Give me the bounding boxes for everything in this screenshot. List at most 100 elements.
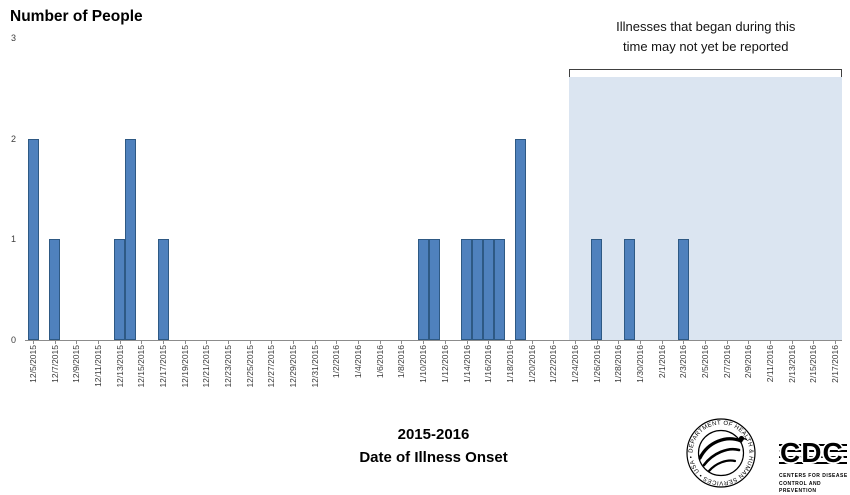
x-axis-label: 12/29/2015 <box>288 345 299 407</box>
x-axis-label: 12/13/2015 <box>114 345 125 407</box>
x-axis-label-text: 2/7/2016 <box>721 345 732 379</box>
x-axis-label-text: 1/10/2016 <box>418 345 429 383</box>
x-axis-label-text: 1/18/2016 <box>504 345 515 383</box>
x-axis-label-text: 1/26/2016 <box>591 345 602 383</box>
cdc-caption-line-1: CENTERS FOR DISEASE <box>779 473 848 479</box>
x-axis-label: 12/11/2015 <box>93 345 103 407</box>
x-axis-label-text: 12/7/2015 <box>49 345 60 383</box>
bar-1/15/2016 <box>471 239 483 340</box>
x-axis-label-text: 12/29/2015 <box>288 345 299 388</box>
unreported-annotation: Illnesses that began during this time ma… <box>569 17 842 57</box>
bar-1/29/2016 <box>623 239 635 340</box>
x-axis-label: 1/18/2016 <box>504 345 515 407</box>
x-axis-label-text: 1/4/2016 <box>353 345 364 379</box>
unreported-period-region <box>569 77 842 340</box>
x-axis-label: 1/8/2016 <box>396 345 407 407</box>
x-axis-title: Date of Illness Onset <box>359 449 508 466</box>
bracket-left-tick <box>569 69 571 77</box>
x-axis-label-text: 2/1/2016 <box>656 345 667 379</box>
x-axis-tick <box>748 340 750 344</box>
x-axis-label: 1/30/2016 <box>634 345 645 407</box>
x-axis-tick <box>618 340 620 344</box>
x-axis-label: 12/23/2015 <box>223 345 233 407</box>
x-axis-tick <box>791 340 793 344</box>
x-axis-tick <box>704 340 706 344</box>
x-axis-label: 1/16/2016 <box>483 345 494 407</box>
x-axis-tick <box>163 340 165 344</box>
x-axis-tick <box>683 340 685 344</box>
bar-1/10/2016 <box>417 239 429 340</box>
x-axis-label: 12/27/2015 <box>266 345 277 407</box>
x-axis-label-text: 12/13/2015 <box>114 345 125 388</box>
x-axis-tick <box>141 340 143 344</box>
x-axis-label: 2/15/2016 <box>808 345 818 407</box>
bar-1/19/2016 <box>515 138 527 340</box>
bar-2/3/2016 <box>677 239 689 340</box>
x-axis-label-text: 12/31/2015 <box>309 345 320 388</box>
x-axis-label: 12/7/2015 <box>49 345 60 407</box>
x-axis-label: 1/22/2016 <box>548 345 558 407</box>
x-axis-tick <box>184 340 186 344</box>
y-axis-label: 2 <box>10 133 16 144</box>
x-axis-label-text: 1/30/2016 <box>634 345 645 383</box>
x-axis-tick <box>98 340 100 344</box>
cdc-flag-stripes-icon <box>779 444 847 467</box>
bar-12/17/2015 <box>157 239 169 340</box>
x-axis-label-text: 1/20/2016 <box>526 345 537 383</box>
x-axis-label: 2/17/2016 <box>830 345 840 407</box>
annotation-line-2: time may not yet be reported <box>622 39 789 55</box>
x-axis-label: 1/4/2016 <box>353 345 364 407</box>
x-axis-label-text: 2/5/2016 <box>699 345 710 379</box>
x-axis-tick <box>358 340 360 344</box>
x-axis-label-text: 2/11/2016 <box>764 345 775 383</box>
x-axis-label: 1/2/2016 <box>331 345 342 407</box>
x-axis-tick <box>271 340 273 344</box>
x-axis-tick <box>639 340 641 344</box>
x-axis-tick <box>596 340 598 344</box>
x-axis-tick <box>726 340 728 344</box>
x-axis-label: 12/5/2015 <box>28 345 38 407</box>
x-axis-label-text: 12/21/2015 <box>201 345 212 388</box>
x-axis-label-text: 12/27/2015 <box>266 345 277 388</box>
x-axis-tick <box>379 340 381 344</box>
x-axis-label-text: 1/14/2016 <box>461 345 472 383</box>
x-axis-tick <box>661 340 663 344</box>
x-axis-label-text: 1/16/2016 <box>483 345 494 383</box>
cdc-caption-line-2: CONTROL AND PREVENTION <box>779 480 822 495</box>
x-axis-label-text: 2/13/2016 <box>786 345 797 383</box>
x-axis-label-text: 2/17/2016 <box>830 345 840 383</box>
bar-1/16/2016 <box>482 239 494 340</box>
x-axis-tick <box>206 340 208 344</box>
x-axis-label: 12/25/2015 <box>245 345 255 407</box>
x-axis-label: 2/11/2016 <box>764 345 775 407</box>
x-axis-label: 1/10/2016 <box>418 345 429 407</box>
x-axis-label-text: 12/9/2015 <box>71 345 82 383</box>
x-axis-tick <box>249 340 251 344</box>
annotation-line-1: Illnesses that began during this <box>616 19 796 34</box>
x-axis-tick <box>423 340 425 344</box>
x-axis-tick <box>228 340 230 344</box>
bar-12/7/2015 <box>49 239 61 340</box>
x-axis-label-text: 1/6/2016 <box>374 345 385 379</box>
x-axis-label-text: 12/5/2015 <box>28 345 38 383</box>
x-axis-label-text: 1/2/2016 <box>331 345 342 379</box>
bar-1/11/2016 <box>428 239 440 340</box>
x-axis-label: 1/12/2016 <box>440 345 450 407</box>
x-axis-label: 2/5/2016 <box>699 345 710 407</box>
x-axis-label: 1/24/2016 <box>570 345 580 407</box>
x-axis-label: 12/15/2015 <box>136 345 146 407</box>
x-axis-tick <box>531 340 533 344</box>
x-axis-tick <box>76 340 78 344</box>
bar-12/13/2015 <box>114 239 126 340</box>
x-axis-tick <box>314 340 316 344</box>
x-axis-label-text: 12/17/2015 <box>158 345 169 388</box>
x-axis-tick <box>835 340 836 344</box>
x-axis-label-text: 1/8/2016 <box>396 345 407 379</box>
x-axis-tick <box>769 340 771 344</box>
x-axis-tick <box>574 340 576 344</box>
x-axis-line <box>25 340 842 341</box>
y-axis-title: Number of People <box>10 8 143 25</box>
x-axis-tick <box>488 340 490 344</box>
x-axis-label: 2/1/2016 <box>656 345 667 407</box>
